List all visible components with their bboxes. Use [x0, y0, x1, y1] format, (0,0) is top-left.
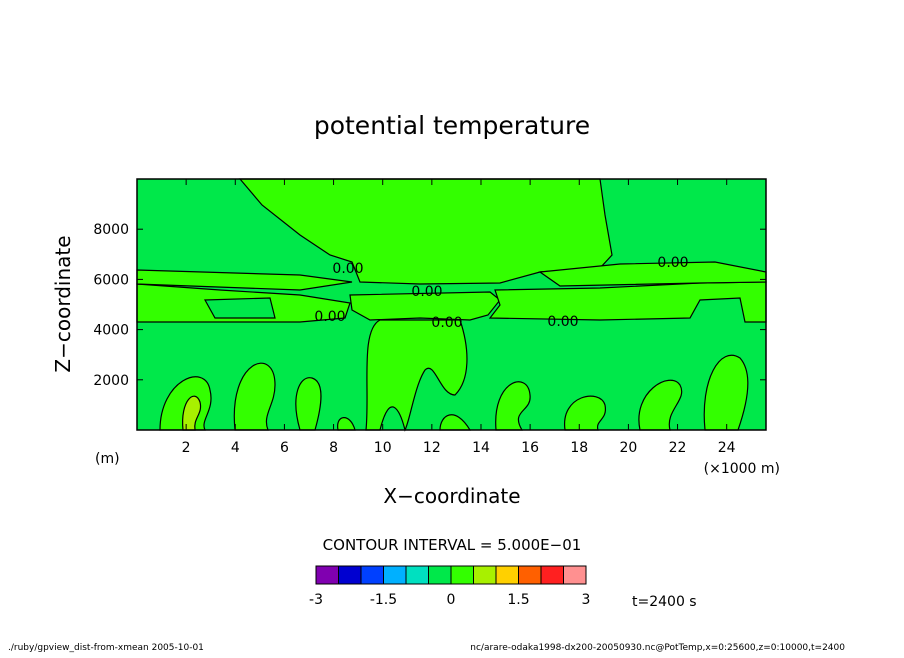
region	[238, 178, 613, 285]
x-tick-label: 14	[472, 440, 490, 456]
region	[638, 379, 683, 431]
y-axis-label: Z−coordinate	[51, 235, 75, 372]
colorbar-swatch	[428, 565, 452, 585]
y-tick-label: 6000	[93, 272, 129, 288]
colorbar-tick-label: -3	[309, 592, 323, 608]
footer-left: ./ruby/gpview_dist-from-xmean 2005-10-01	[8, 643, 204, 653]
x-tick-label: 8	[329, 440, 338, 456]
colorbar-swatch	[405, 565, 429, 585]
region	[233, 362, 276, 431]
region	[703, 354, 749, 431]
region	[295, 377, 322, 431]
y-unit: (m)	[95, 451, 120, 467]
colorbar-swatch	[473, 565, 497, 585]
region	[495, 381, 531, 431]
contour-label: 0.00	[314, 309, 345, 325]
colorbar-swatch	[383, 565, 407, 585]
colorbar-tick-label: -1.5	[370, 592, 397, 608]
colorbar-swatch	[495, 565, 519, 585]
y-tick-label: 8000	[93, 222, 129, 238]
colorbar-swatch	[563, 565, 587, 585]
region	[349, 291, 501, 321]
colorbar-tick-label: 3	[582, 592, 591, 608]
colorbar-swatch	[360, 565, 384, 585]
contour-label: 0.00	[431, 315, 462, 331]
x-tick-label: 18	[570, 440, 588, 456]
x-tick-label: 24	[718, 440, 736, 456]
colorbar-tick-label: 0	[447, 592, 456, 608]
contour-interval: CONTOUR INTERVAL = 5.000E−01	[323, 536, 582, 554]
footer-right: nc/arare-odaka1998-dx200-20050930.nc@Pot…	[470, 643, 845, 653]
colorbar-swatch	[518, 565, 542, 585]
colorbar-tick-label: 1.5	[507, 592, 529, 608]
chart-title: potential temperature	[314, 111, 590, 140]
region	[136, 283, 351, 323]
x-unit: (×1000 m)	[704, 461, 780, 477]
contour-label: 0.00	[657, 255, 688, 271]
x-tick-label: 6	[280, 440, 289, 456]
x-tick-label: 12	[423, 440, 441, 456]
region	[365, 319, 468, 432]
contour-label: 0.00	[332, 261, 363, 277]
x-tick-label: 4	[231, 440, 240, 456]
y-tick-label: 2000	[93, 373, 129, 389]
time-label: t=2400 s	[632, 594, 697, 610]
contour-label: 0.00	[411, 284, 442, 300]
colorbar-swatch	[338, 565, 362, 585]
y-tick-label: 4000	[93, 323, 129, 339]
colorbar-swatch	[540, 565, 564, 585]
plot-frame	[136, 178, 767, 431]
contour-label: 0.00	[547, 314, 578, 330]
contour-field	[136, 178, 767, 432]
x-tick-label: 2	[182, 440, 191, 456]
colorbar-swatch	[315, 565, 339, 585]
x-tick-label: 20	[619, 440, 637, 456]
region	[564, 395, 607, 431]
x-axis-label: X−coordinate	[383, 484, 520, 508]
colorbar-swatch	[450, 565, 474, 585]
x-tick-label: 22	[669, 440, 687, 456]
x-tick-label: 16	[521, 440, 539, 456]
x-tick-label: 10	[374, 440, 392, 456]
region	[182, 395, 202, 431]
